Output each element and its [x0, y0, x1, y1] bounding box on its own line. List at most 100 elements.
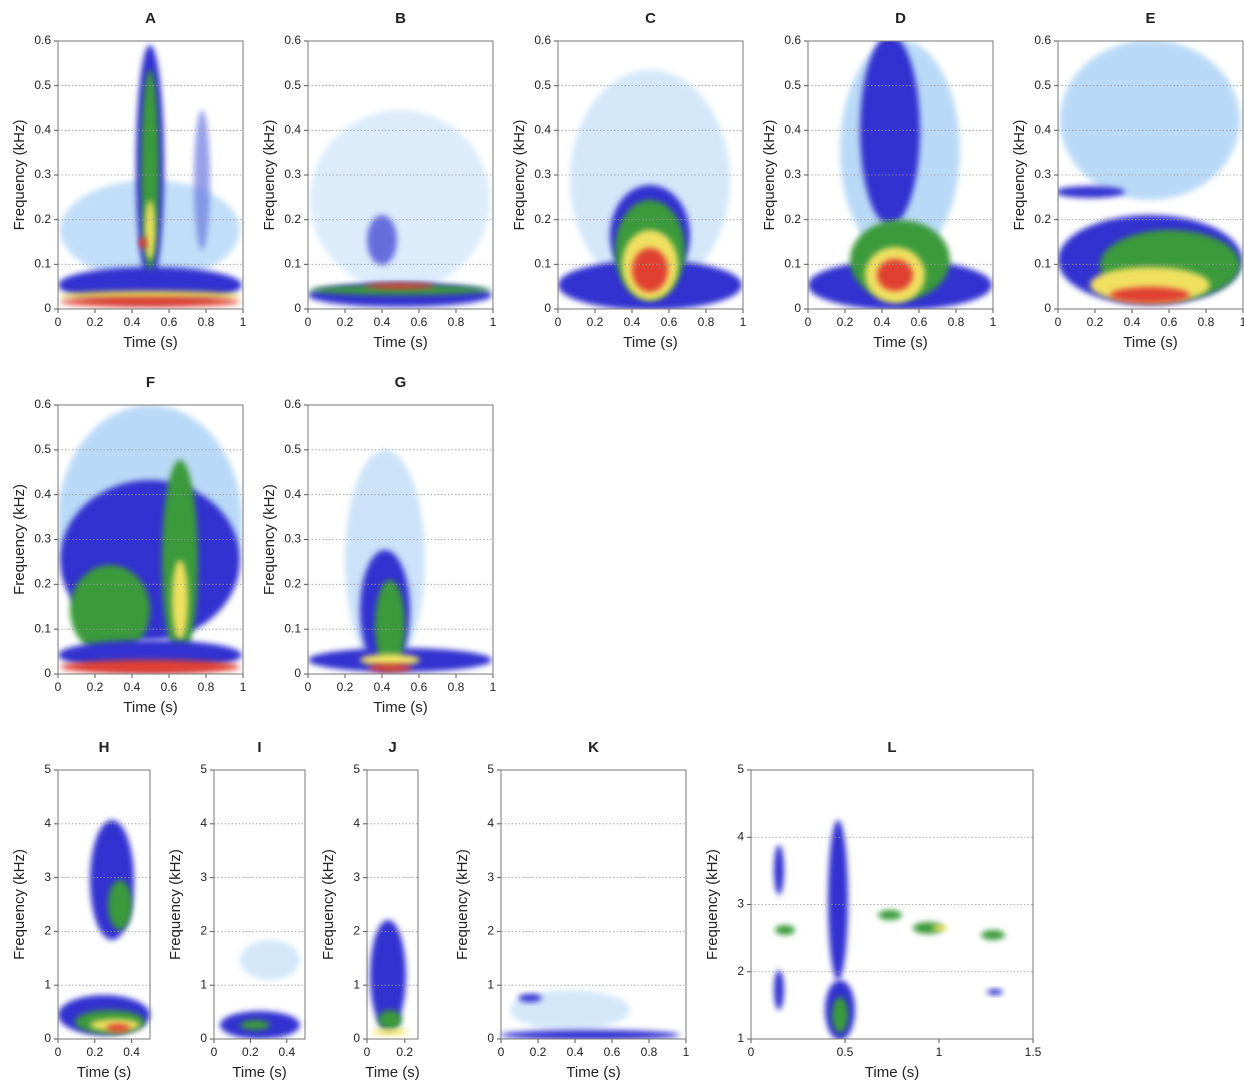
y-tick-label: 0.4 [1034, 123, 1051, 137]
panel-title: K [588, 739, 599, 756]
y-tick-label: 0.4 [284, 123, 301, 137]
y-tick-label: 0.2 [284, 212, 301, 226]
y-tick-label: 3 [737, 897, 744, 911]
plot-frame [213, 769, 306, 1040]
y-tick-label: 3 [200, 870, 207, 884]
x-tick-label: 0.8 [448, 315, 465, 329]
plot-frame [57, 404, 244, 675]
y-tick-label: 0.5 [284, 442, 301, 456]
panel-title: H [99, 739, 110, 756]
y-axis-label: Frequency (kHz) [454, 849, 471, 960]
y-tick-label: 0.5 [1034, 78, 1051, 92]
y-axis-label: Frequency (kHz) [167, 849, 184, 960]
x-axis-label: Time (s) [566, 1064, 620, 1081]
y-tick-label: 2 [200, 924, 207, 938]
y-tick-label: 0 [44, 301, 51, 315]
y-tick-label: 0 [487, 1031, 494, 1045]
y-tick-label: 0 [44, 1031, 51, 1045]
y-tick-label: 0.1 [34, 621, 51, 635]
x-tick-label: 1 [990, 315, 997, 329]
panel-title: C [645, 10, 656, 27]
x-tick-label: 0 [211, 1045, 218, 1059]
plot-frame [307, 404, 494, 675]
x-tick-label: 0.8 [698, 315, 715, 329]
y-tick-label: 0.6 [1034, 33, 1051, 47]
x-tick-label: 0.6 [161, 315, 178, 329]
y-tick-label: 0.3 [284, 532, 301, 546]
x-tick-label: 0.6 [411, 680, 428, 694]
x-tick-label: 0.2 [86, 1045, 103, 1059]
y-tick-label: 0 [1044, 301, 1051, 315]
y-tick-label: 3 [44, 870, 51, 884]
x-tick-label: 0.6 [604, 1045, 621, 1059]
y-tick-label: 4 [737, 829, 744, 843]
panel-title: J [388, 739, 396, 756]
y-tick-label: 5 [353, 762, 360, 776]
x-axis-label: Time (s) [1123, 334, 1177, 351]
y-tick-label: 0.1 [534, 257, 551, 271]
panel-title: D [895, 10, 906, 27]
y-tick-label: 0.6 [284, 33, 301, 47]
x-tick-label: 1 [490, 680, 497, 694]
x-tick-label: 1 [683, 1045, 690, 1059]
x-tick-label: 0.6 [1161, 315, 1178, 329]
y-tick-label: 0.3 [34, 167, 51, 181]
x-tick-label: 0.8 [198, 680, 215, 694]
y-axis-label: Frequency (kHz) [261, 120, 278, 231]
x-tick-label: 0.4 [124, 680, 141, 694]
y-tick-label: 0.3 [534, 167, 551, 181]
y-tick-label: 0 [294, 666, 301, 680]
y-tick-label: 0.6 [534, 33, 551, 47]
x-tick-label: 0 [305, 680, 312, 694]
y-tick-label: 2 [487, 924, 494, 938]
x-tick-label: 1 [240, 315, 247, 329]
plot-frame [750, 769, 1034, 1040]
y-tick-label: 0 [544, 301, 551, 315]
y-tick-label: 2 [737, 964, 744, 978]
x-tick-label: 0 [55, 315, 62, 329]
x-axis-label: Time (s) [365, 1064, 419, 1081]
y-tick-label: 0 [353, 1031, 360, 1045]
x-tick-label: 0 [498, 1045, 505, 1059]
y-axis-label: Frequency (kHz) [11, 120, 28, 231]
y-tick-label: 0.1 [784, 257, 801, 271]
x-tick-label: 0.4 [374, 315, 391, 329]
x-tick-label: 0.2 [87, 680, 104, 694]
y-tick-label: 0.2 [34, 577, 51, 591]
x-tick-label: 0.8 [948, 315, 965, 329]
y-tick-label: 0.2 [534, 212, 551, 226]
y-axis-label: Frequency (kHz) [511, 120, 528, 231]
panel-title: I [257, 739, 261, 756]
y-tick-label: 0.4 [34, 487, 51, 501]
y-tick-label: 0.2 [784, 212, 801, 226]
x-axis-label: Time (s) [232, 1064, 286, 1081]
y-tick-label: 0.5 [34, 78, 51, 92]
y-tick-label: 0.2 [284, 577, 301, 591]
x-tick-label: 0.4 [374, 680, 391, 694]
panel-title: B [395, 10, 406, 27]
plot-frame [57, 769, 151, 1040]
y-tick-label: 0.4 [784, 123, 801, 137]
y-tick-label: 5 [487, 762, 494, 776]
y-tick-label: 0.6 [34, 397, 51, 411]
y-tick-label: 0 [200, 1031, 207, 1045]
y-tick-label: 5 [737, 762, 744, 776]
y-axis-label: Frequency (kHz) [704, 849, 721, 960]
x-tick-label: 0 [555, 315, 562, 329]
x-tick-label: 0.4 [1124, 315, 1141, 329]
y-tick-label: 0 [44, 666, 51, 680]
y-tick-label: 0.2 [1034, 212, 1051, 226]
x-tick-label: 0 [364, 1045, 371, 1059]
y-tick-label: 0 [794, 301, 801, 315]
x-axis-label: Time (s) [373, 334, 427, 351]
panel-title: E [1145, 10, 1155, 27]
x-tick-label: 0.4 [123, 1045, 140, 1059]
y-tick-label: 4 [353, 816, 360, 830]
y-tick-label: 0.4 [534, 123, 551, 137]
y-tick-label: 0.5 [534, 78, 551, 92]
x-tick-label: 0.4 [567, 1045, 584, 1059]
x-axis-label: Time (s) [77, 1064, 131, 1081]
x-axis-label: Time (s) [123, 699, 177, 716]
